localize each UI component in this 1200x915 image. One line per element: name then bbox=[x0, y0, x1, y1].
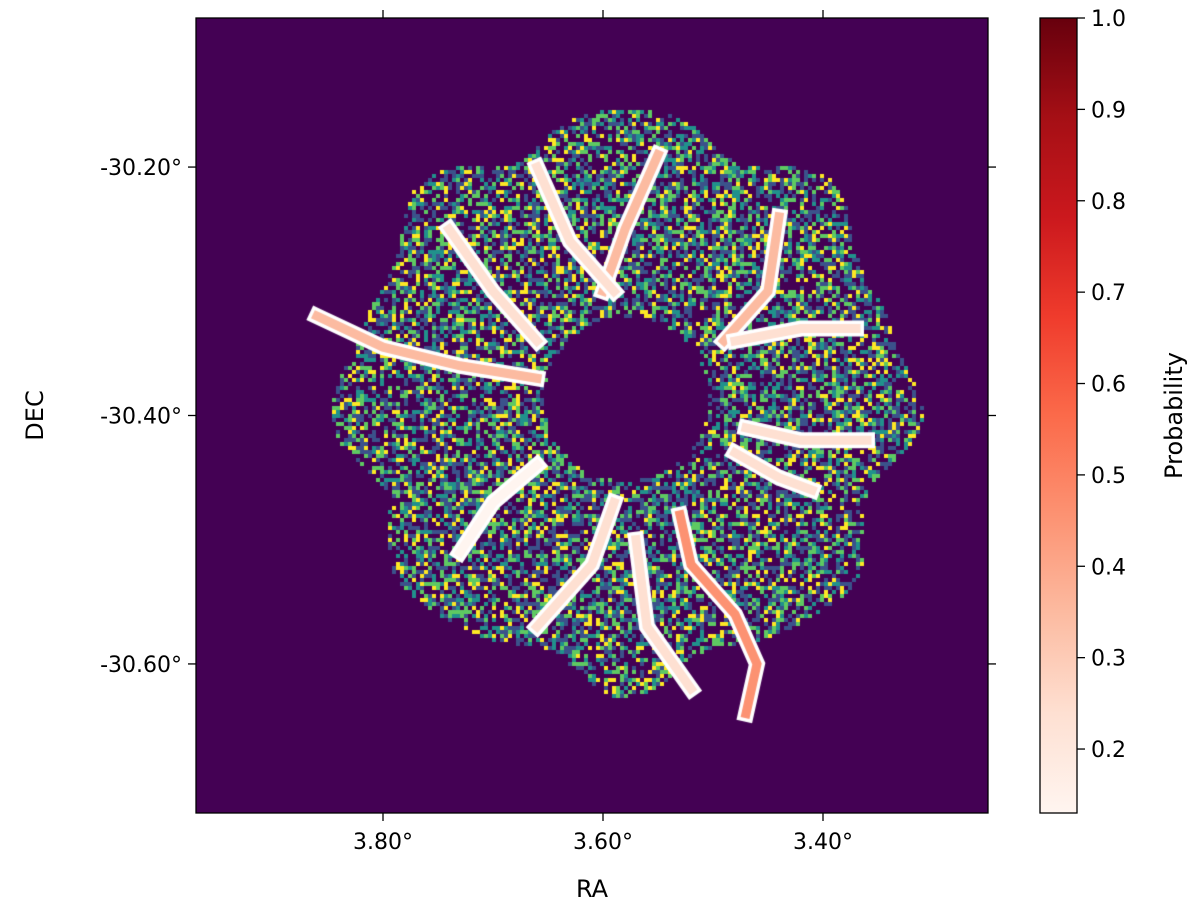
colorbar-tick-label: 0.2 bbox=[1091, 738, 1126, 763]
colorbar-tick-label: 0.8 bbox=[1091, 190, 1126, 215]
y-tick-label: -30.60° bbox=[100, 653, 182, 678]
plot-area: 3.80° 3.60° 3.40° -30.20° -30.40° -30.60° bbox=[100, 10, 996, 855]
colorbar-tick-label: 0.3 bbox=[1091, 647, 1126, 672]
colorbar-tick-label: 0.4 bbox=[1091, 555, 1126, 580]
x-tick-label: 3.80° bbox=[353, 830, 413, 855]
heatmap-raster bbox=[196, 18, 988, 813]
heatmap-image bbox=[196, 18, 988, 813]
x-axis-ticks: 3.80° 3.60° 3.40° bbox=[353, 10, 853, 855]
colorbar-label: Probability bbox=[1160, 352, 1188, 479]
x-tick-label: 3.40° bbox=[793, 830, 853, 855]
colorbar: 0.2 0.3 0.4 0.5 0.6 0.7 0.8 0.9 1.0 Probability bbox=[1039, 7, 1188, 814]
x-axis-label: RA bbox=[576, 875, 609, 903]
colorbar-gradient bbox=[1039, 17, 1078, 814]
y-axis-ticks: -30.20° -30.40° -30.60° bbox=[100, 156, 996, 678]
colorbar-tick-label: 0.9 bbox=[1091, 98, 1126, 123]
colorbar-tick-label: 0.6 bbox=[1091, 373, 1126, 398]
x-tick-label: 3.60° bbox=[573, 830, 633, 855]
colorbar-tick-label: 0.5 bbox=[1091, 464, 1126, 489]
y-axis-label: DEC bbox=[21, 390, 49, 440]
y-tick-label: -30.20° bbox=[100, 156, 182, 181]
colorbar-tick-label: 0.7 bbox=[1091, 281, 1126, 306]
colorbar-ticks: 0.2 0.3 0.4 0.5 0.6 0.7 0.8 0.9 1.0 bbox=[1077, 7, 1126, 763]
y-tick-label: -30.40° bbox=[100, 405, 182, 430]
colorbar-tick-label: 1.0 bbox=[1091, 7, 1126, 32]
